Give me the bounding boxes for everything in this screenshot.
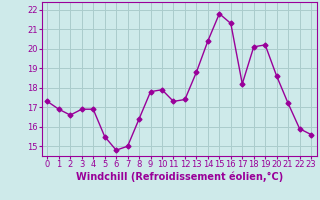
X-axis label: Windchill (Refroidissement éolien,°C): Windchill (Refroidissement éolien,°C) [76,172,283,182]
